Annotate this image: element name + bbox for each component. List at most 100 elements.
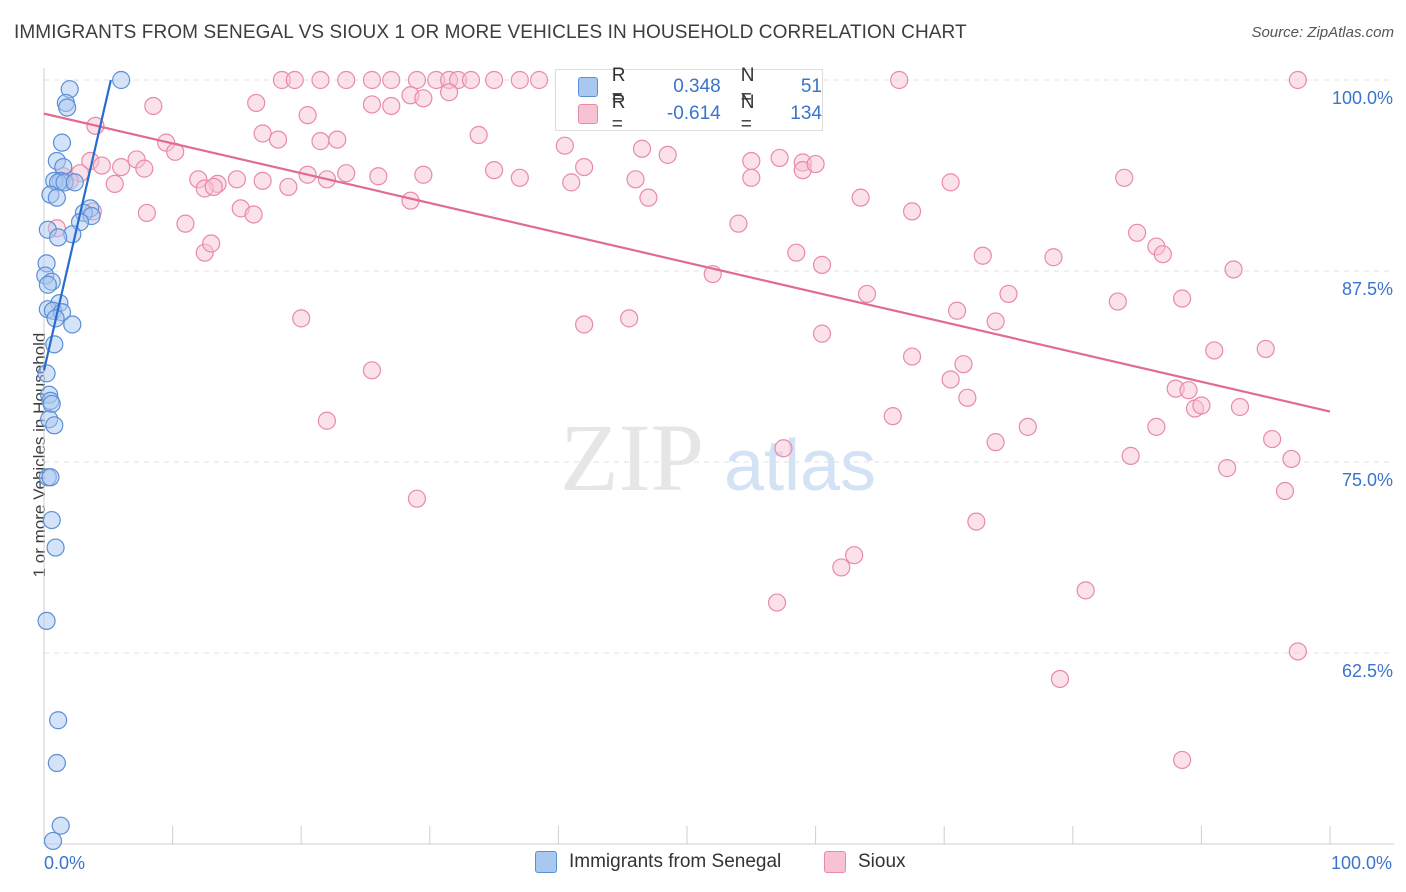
sioux-point [1205,341,1224,360]
y-tick-label: 100.0% [1332,88,1393,108]
sioux-point [510,168,529,187]
sioux-point [311,70,330,90]
legend-r-label: R = [611,92,626,135]
sioux-point [227,170,246,189]
sioux-point [986,312,1005,331]
sioux-point [902,202,922,221]
senegal-point [52,133,72,152]
sioux-point [247,93,266,113]
senegal-point [45,416,64,435]
sioux-point [626,170,645,189]
sioux-point [1147,417,1166,436]
sioux-point [890,70,909,90]
sioux-point [362,95,382,114]
sioux-point [1153,245,1172,264]
sioux-point [268,130,288,149]
sioux-point [135,159,154,178]
senegal-point [41,468,60,487]
sioux-point [337,164,356,183]
sioux-point [311,132,330,151]
sioux-point [105,174,124,194]
sioux-point [658,145,677,164]
sioux-point [973,246,992,265]
sioux-point [1224,260,1243,279]
sioux-point [1044,248,1063,267]
chart-title: IMMIGRANTS FROM SENEGAL VS SIOUX 1 OR MO… [14,22,967,43]
sioux-point [1256,339,1275,359]
sioux-point [244,205,263,224]
correlation-legend: R = 0.348 N = 51 R = -0.614 N = 134 [555,65,823,135]
sioux-point [1076,581,1095,600]
senegal-point [42,394,61,414]
sioux-point [832,558,851,577]
legend-n-label: N = [740,65,755,108]
sioux-points [47,70,1307,770]
sioux-point [857,284,877,304]
sioux-point [144,96,163,116]
y-tick-label: 62.5% [1342,661,1393,681]
sioux-point [1018,417,1037,436]
senegal-point [112,70,131,90]
sioux-point [902,347,922,366]
sioux-point [253,124,272,143]
tick-labels: 62.5% 75.0% 87.5% 100.0% 0.0% 100.0% [44,88,1393,873]
sioux-point [530,70,549,90]
watermark-zip: ZIP [560,404,704,511]
sioux-point [941,173,960,192]
sioux-point [555,136,574,155]
series-legend-senegal: Immigrants from Senegal [535,851,781,873]
sioux-point [469,125,488,145]
x-tick-label: 100.0% [1331,853,1392,873]
series-legend-sioux: Sioux [824,851,906,873]
sioux-point [770,148,789,168]
chart-source: Source: ZipAtlas.com [1251,24,1394,41]
senegal-point [46,538,65,557]
sioux-point [1288,642,1307,661]
series-label-sioux: Sioux [858,851,906,872]
legend-r-value-sioux: -0.614 [666,103,721,124]
senegal-point [63,315,82,334]
sioux-point [767,593,787,612]
sioux-point [461,70,481,90]
senegal-point [37,364,56,383]
legend-row-senegal: R = 0.348 N = 51 [578,65,822,108]
senegal-point [43,831,63,851]
sioux-point [1275,481,1295,501]
sioux-point [986,433,1005,452]
senegal-points [36,70,131,851]
senegal-point [49,711,68,730]
sioux-point [562,173,581,192]
sioux-point [1127,223,1147,242]
axes [43,68,1394,845]
sioux-trend-line [43,112,1331,413]
sioux-point [941,370,960,389]
legend-swatch-senegal [578,77,598,97]
sioux-point [1230,397,1250,417]
sioux-point [1115,168,1134,187]
senegal-point [37,611,56,631]
sioux-point [337,70,356,90]
sioux-point [176,214,195,233]
watermark: ZIP atlas [560,404,876,511]
sioux-point [947,301,967,320]
sioux-point [382,70,401,90]
senegal-point [47,753,66,773]
sioux-point [999,284,1018,304]
senegal-point [42,510,61,530]
y-tick-label: 87.5% [1342,279,1393,299]
legend-n-value-sioux: 134 [790,103,822,124]
sioux-point [1108,292,1127,311]
sioux-point [845,546,864,565]
sioux-point [485,70,504,90]
sioux-point [204,177,223,197]
sioux-point [362,70,382,90]
sioux-point [510,70,529,90]
sioux-point [787,243,806,262]
sioux-point [279,177,298,197]
sioux-point [742,168,761,187]
series-swatch-sioux [824,851,846,873]
sioux-point [298,106,317,125]
sioux-point [620,309,639,328]
x-tick-label: 0.0% [44,853,85,873]
